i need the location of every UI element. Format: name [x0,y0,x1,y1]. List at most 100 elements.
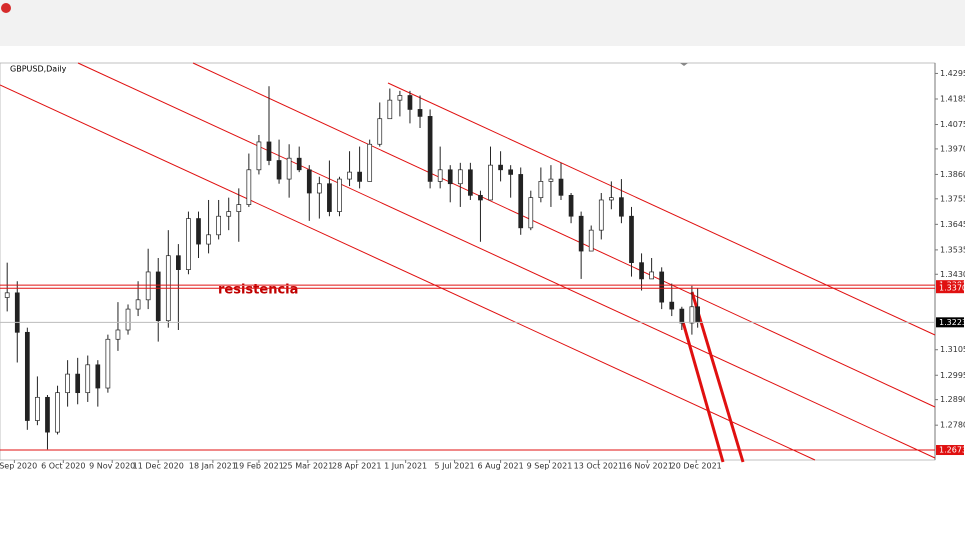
candle-body [145,271,151,301]
y-tick-label: 1.3860 [940,170,965,179]
candle-body [528,197,534,229]
candle-body [24,331,30,421]
candle-body [568,194,574,217]
candle-body [14,292,20,333]
x-tick-label: 18 Jan 2021 [189,462,237,471]
x-tick-label: 2 Sep 2020 [0,462,37,471]
candle-body [256,141,262,171]
y-tick-label: 1.3430 [940,270,965,279]
candle-body [669,301,675,310]
y-tick-label: 1.2890 [940,395,965,404]
x-tick-label: 25 Mar 2021 [282,462,333,471]
price-level-label: 1.3370 [939,284,965,293]
trendline [387,82,936,336]
candle-body [649,271,654,280]
candle-body [216,215,221,236]
candle-body [508,169,514,175]
x-tick-label: 11 Dec 2020 [133,462,184,471]
candle-body [236,204,242,212]
candle-body [276,160,282,180]
candle-body [397,95,403,101]
price-level-box [936,283,964,294]
x-tick-label: 6 Oct 2020 [41,462,85,471]
candle-body [548,178,554,182]
candle-body [629,215,634,264]
candle-body [115,329,121,340]
candle-body [95,364,101,389]
candle-body [598,199,604,231]
y-tick-label: 1.3645 [940,220,965,229]
candle-body [407,95,413,110]
candle-body [367,143,373,182]
x-tick-label: 5 Jul 2021 [434,462,474,471]
scroll-marker[interactable] [680,63,688,66]
candle-body [538,181,544,199]
projection-line [681,321,725,463]
candle-body [316,183,322,194]
candle-body [498,164,503,171]
candle-body [558,178,564,196]
price-level-box [936,317,964,328]
x-tick-label: 16 Nov 2021 [622,462,673,471]
candle-body [679,308,685,324]
candle-body [588,229,594,252]
candle-body [417,109,423,117]
y-tick-label: 1.2780 [940,421,965,430]
candle-body [387,99,393,120]
trendline [0,84,816,461]
plot-area [0,62,936,461]
candle-body [45,396,50,433]
candle-body [377,118,383,145]
x-tick-label: 13 Oct 2021 [574,462,623,471]
candle-body [286,157,292,180]
candle-body [447,169,453,185]
candle-body [306,169,312,194]
candle-body [659,271,665,303]
candle-body [75,373,81,394]
x-tick-label: 9 Nov 2020 [89,462,135,471]
candle-body [125,308,131,331]
x-tick-label: 6 Aug 2021 [478,462,524,471]
candle-body [437,169,443,182]
price-level-box [936,445,964,456]
candle-body [457,169,463,185]
price-level-label: 1.3223 [939,318,965,327]
trendlines [0,62,936,463]
x-tick-label: 1 Jun 2021 [384,462,427,471]
candle-body [518,174,524,229]
candle-body [689,306,695,324]
candle-body [488,164,493,201]
symbol-title: GBPUSD,Daily [10,65,67,74]
candle-body [357,171,362,182]
candle-body [105,338,111,389]
candle-body [468,169,473,196]
y-tick-label: 1.3105 [940,345,965,354]
candle-body [176,255,181,270]
candle-body [608,197,614,201]
candle-body [226,211,232,217]
y-tick-label: 1.3535 [940,245,965,254]
price-level-label: 1.2673 [939,446,965,455]
y-tick-label: 1.3970 [940,144,965,153]
candle-body [196,218,201,245]
x-tick-label: 28 Apr 2021 [332,462,381,471]
y-tick-label: 1.4075 [940,120,965,129]
candle-body [327,183,332,212]
x-tick-label: 9 Sep 2021 [527,462,573,471]
candle-body [266,141,272,161]
candle-body [337,178,342,212]
y-tick-label: 1.2995 [940,371,965,380]
y-tick-label: 1.3755 [940,194,965,203]
candle-body [639,262,644,280]
candle-body [4,292,10,298]
trendline [192,62,936,408]
app-logo[interactable] [1,3,11,13]
x-tick-label: 19 Feb 2021 [234,462,284,471]
candle-body [578,215,584,252]
toolbar [0,0,965,46]
candle-body [135,299,141,310]
candle-body [35,396,40,421]
y-tick-label: 1.4295 [940,69,965,78]
candle-body [65,373,70,394]
